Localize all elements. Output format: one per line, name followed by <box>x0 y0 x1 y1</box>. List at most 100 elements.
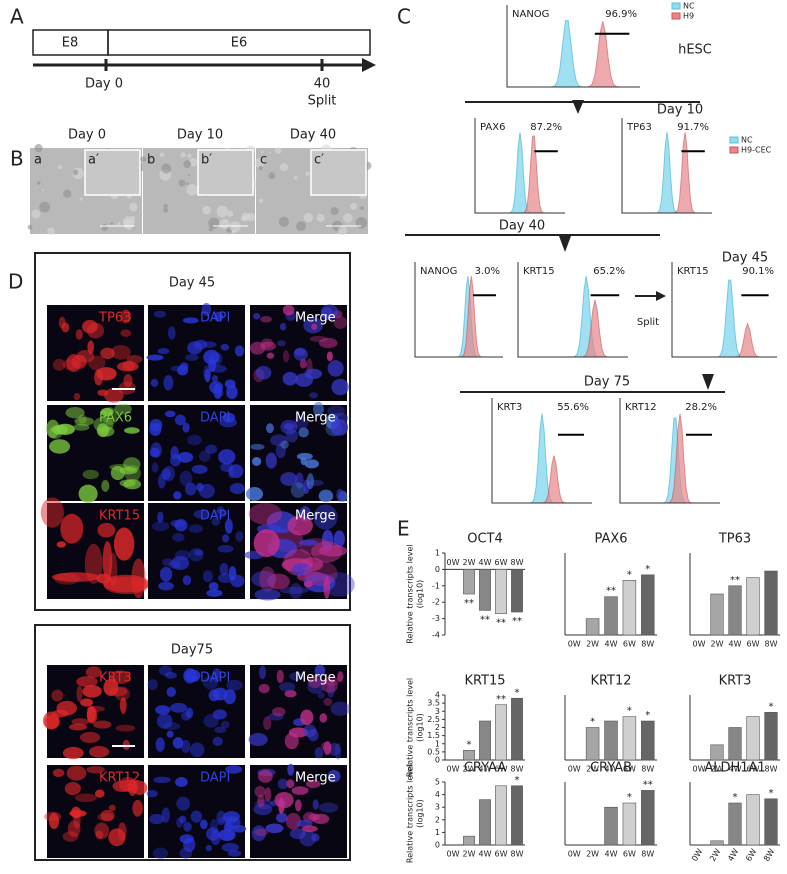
marker-label: KRT15 <box>677 266 709 277</box>
cell <box>132 799 143 817</box>
cell <box>189 742 205 758</box>
texture <box>183 160 192 169</box>
day-label: Day 10 <box>177 128 223 143</box>
cell <box>311 833 320 842</box>
texture <box>31 209 41 219</box>
y-tick-label: 2.5 <box>427 715 440 724</box>
cell <box>113 527 135 561</box>
x-tick-label: 6W <box>744 847 758 863</box>
texture <box>42 189 45 192</box>
inset <box>84 149 141 196</box>
marker-label: KRT12 <box>625 402 657 413</box>
cell <box>88 355 106 371</box>
channel-label: PAX6 <box>99 411 132 426</box>
significance: * <box>769 788 774 799</box>
cell <box>295 472 304 489</box>
x-tick-label: 6W <box>623 850 636 859</box>
cell <box>286 779 295 789</box>
cell <box>86 705 96 723</box>
cell <box>204 368 211 383</box>
cell <box>282 371 298 386</box>
percent-label: 65.2% <box>593 266 625 277</box>
texture <box>316 213 325 222</box>
cell <box>156 713 173 729</box>
cell <box>266 423 274 434</box>
cell <box>251 457 262 466</box>
channel-label: Merge <box>295 411 336 426</box>
channel-label: KRT15 <box>99 509 140 524</box>
cell <box>190 810 203 823</box>
cell <box>203 365 211 380</box>
cell <box>291 563 312 576</box>
cell <box>249 341 266 355</box>
cell <box>82 685 102 698</box>
cell <box>223 811 240 823</box>
cell <box>289 583 303 600</box>
y-tick-label: 0 <box>435 565 440 574</box>
cell <box>116 361 139 372</box>
sublabel: c′ <box>314 153 324 168</box>
split-label: Split <box>637 317 659 328</box>
bar <box>495 569 507 614</box>
cell <box>314 747 324 759</box>
x-tick-label: 6W <box>495 558 508 567</box>
texture <box>63 189 72 198</box>
cell <box>298 427 309 438</box>
texture <box>186 182 189 186</box>
bar <box>463 749 475 761</box>
x-tick-label: 4W <box>479 558 492 567</box>
texture <box>122 216 135 229</box>
percent-label: 91.7% <box>677 122 709 133</box>
cell <box>56 541 66 548</box>
cell <box>177 451 194 463</box>
x-tick-label: 2W <box>708 847 722 863</box>
cell <box>212 736 223 747</box>
percent-label: 90.1% <box>742 266 774 277</box>
cell <box>222 534 230 543</box>
cell <box>162 558 174 567</box>
cell <box>193 549 204 556</box>
bar <box>585 618 600 636</box>
cell <box>159 566 173 582</box>
cell <box>311 323 318 330</box>
cell <box>283 350 290 363</box>
cell <box>184 354 199 362</box>
texture <box>355 217 368 229</box>
cell <box>52 768 65 778</box>
cell <box>251 825 267 842</box>
x-tick-label: 2W <box>586 765 599 774</box>
cell <box>109 552 118 587</box>
cell <box>266 352 275 359</box>
arrow-head <box>572 100 584 114</box>
cell <box>74 416 95 426</box>
cell <box>97 522 116 538</box>
y-tick-label: 0.5 <box>427 747 440 756</box>
texture <box>161 163 172 174</box>
cell <box>175 777 188 788</box>
stage-label: E8 <box>62 36 79 51</box>
texture <box>278 216 289 227</box>
significance: ** <box>480 614 490 625</box>
cell <box>333 315 348 330</box>
cell <box>307 729 319 742</box>
cell <box>80 698 94 707</box>
x-tick-label: 4W <box>605 640 618 649</box>
bar <box>511 785 523 846</box>
cell <box>254 588 281 601</box>
y-axis-label: (log10) <box>416 799 425 828</box>
cell <box>303 580 313 588</box>
cell <box>40 497 64 528</box>
cell <box>171 556 190 571</box>
cell <box>158 581 174 591</box>
cell <box>87 340 95 354</box>
y-tick-label: -2 <box>432 598 440 607</box>
cell <box>75 329 83 340</box>
cell <box>213 311 224 322</box>
y-axis-label: (log10) <box>416 580 425 609</box>
cell <box>248 502 283 525</box>
bar <box>511 697 523 761</box>
axes <box>671 262 777 358</box>
bar <box>746 716 760 761</box>
cell <box>293 347 308 361</box>
y-tick-label: 0 <box>435 756 440 765</box>
